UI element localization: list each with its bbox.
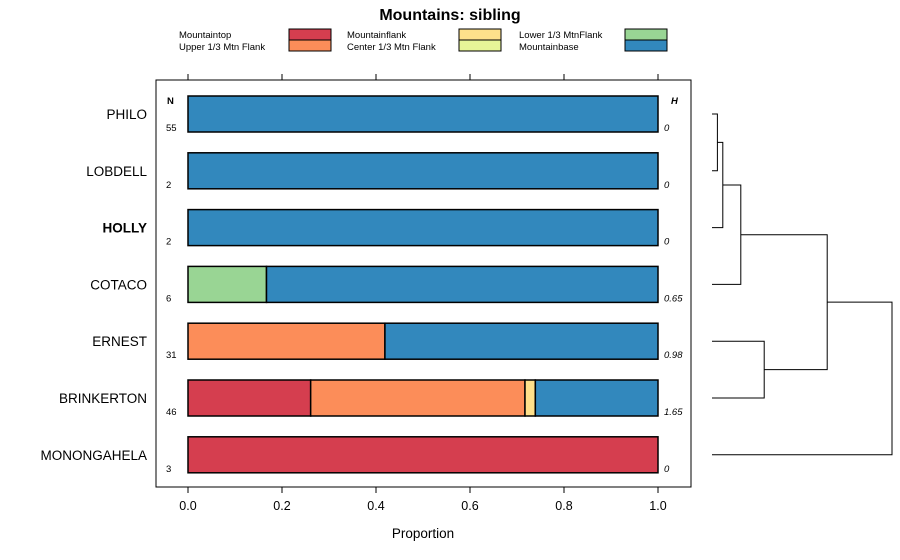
n-value-monongahela: 3 [166,464,171,475]
bar-segment-brinkerton-mountainbase [534,379,659,417]
x-tick-label: 0.2 [273,499,290,513]
legend-label-mountainflank: Mountainflank [347,30,406,41]
bar-segment-brinkerton-upper-1-3-mtn-flank [309,379,526,417]
legend-label-mountainbase: Mountainbase [519,42,579,53]
legend-label-mountaintop: Mountaintop [179,30,231,41]
h-value-philo: 0 [664,123,670,134]
x-tick-label: 0.0 [179,499,196,513]
x-axis-title: Proportion [392,526,454,541]
x-tick-label: 1.0 [649,499,666,513]
n-value-lobdell: 2 [166,180,171,191]
bar-segment-ernest-mountainbase [384,322,659,360]
legend-swatch-mountainflank [458,28,502,41]
bar-segment-monongahela-mountaintop [187,436,659,474]
x-tick-label: 0.4 [367,499,384,513]
n-value-holly: 2 [166,237,171,248]
row-label-monongahela: MONONGAHELA [40,448,147,463]
bar-segment-ernest-upper-1-3-mtn-flank [187,322,386,360]
bar-segment-lobdell-mountainbase [187,152,659,190]
legend-swatch-center-1-3-mtn-flank [458,39,502,52]
h-column-header: H [671,96,679,107]
h-value-lobdell: 0 [664,180,670,191]
h-value-holly: 0 [664,237,670,248]
dendrogram-branch [712,184,742,285]
h-value-cotaco: 0.65 [664,293,683,304]
row-label-cotaco: COTACO [90,277,147,292]
legend-swatch-upper-1-3-mtn-flank [288,39,332,52]
n-value-ernest: 31 [166,350,177,361]
dendrogram-branch [712,301,893,456]
h-value-monongahela: 0 [664,464,670,475]
legend-swatch-mountainbase [624,39,668,52]
plot-frame [155,79,692,488]
n-value-cotaco: 6 [166,293,171,304]
legend-label-upper-1-3-mtn-flank: Upper 1/3 Mtn Flank [179,42,265,53]
dendrogram [712,113,893,456]
bar-segment-philo-mountainbase [187,95,659,133]
dendrogram-branch [712,340,765,399]
legend-label-lower-1-3-mtnflank: Lower 1/3 MtnFlank [519,30,603,41]
h-value-brinkerton: 1.65 [664,407,683,418]
x-tick-label: 0.6 [461,499,478,513]
bar-segment-brinkerton-mountainflank [524,379,537,417]
row-label-ernest: ERNEST [92,334,147,349]
bars [187,95,659,474]
row-label-brinkerton: BRINKERTON [59,391,147,406]
row-label-holly: HOLLY [102,221,147,236]
bar-segment-holly-mountainbase [187,208,659,247]
x-axis: 0.0 0.2 0.4 0.6 0.8 1.0 [179,74,667,513]
legend-swatch-mountaintop [288,28,332,41]
n-value-brinkerton: 46 [166,407,177,418]
n-column-header: N [167,96,174,107]
x-tick-label: 0.8 [555,499,572,513]
row-label-lobdell: LOBDELL [86,164,147,179]
row-label-philo: PHILO [106,107,147,122]
dendrogram-branch [740,234,828,371]
n-value-philo: 55 [166,123,177,134]
row-labels: PHILO 55 0 LOBDELL 2 0 HOLLY 2 0 COTACO 6 0.65 ERNES… [40,107,683,475]
dendrogram-branch [712,113,718,172]
h-value-ernest: 0.98 [664,350,683,361]
legend-label-center-1-3-mtn-flank: Center 1/3 Mtn Flank [347,42,436,53]
legend-swatch-lower-1-3-mtnflank [624,28,668,41]
chart-title: Mountains: sibling [379,7,520,24]
bar-segment-brinkerton-mountaintop [187,379,312,417]
bar-segment-cotaco-lower-1-3-mtnflank [187,265,268,304]
bar-segment-cotaco-mountainbase [265,265,659,304]
